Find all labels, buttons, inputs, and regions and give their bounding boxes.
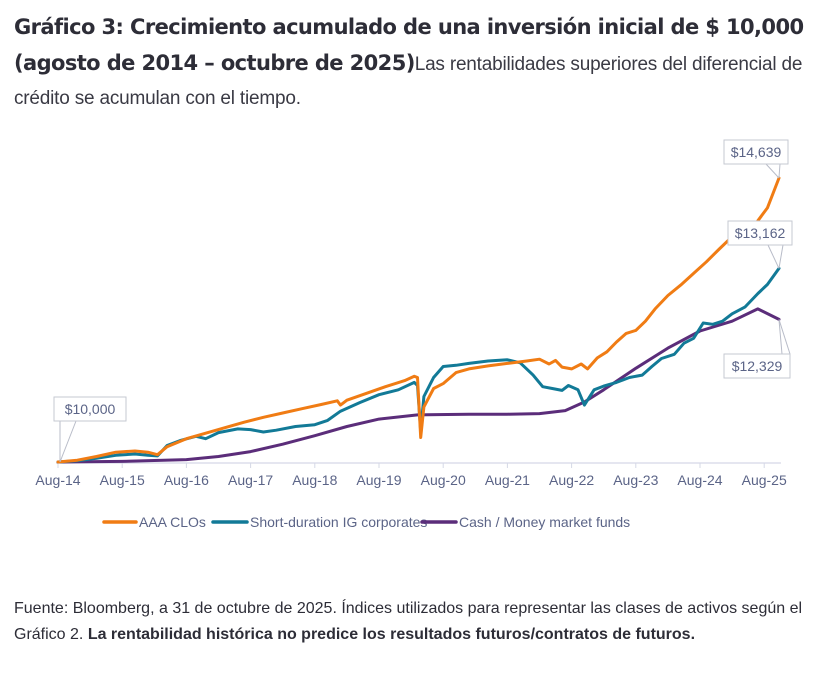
x-tick-label: Aug-14 <box>35 472 80 488</box>
x-tick-label: Aug-21 <box>485 472 530 488</box>
callout-12329: $12,329 <box>723 319 791 379</box>
legend-label: Cash / Money market funds <box>459 514 630 530</box>
callout-10000: $10,000 <box>53 396 127 463</box>
series-lines <box>56 176 781 464</box>
x-axis: Aug-14 Aug-15 Aug-16 Aug-17 Aug-18 Aug-19 Aug-… <box>35 462 787 488</box>
callout-label: $10,000 <box>65 401 116 417</box>
callout-box <box>723 353 791 379</box>
callout-pointer <box>778 319 783 355</box>
x-tick-label: Aug-15 <box>100 472 145 488</box>
callout-pointer <box>778 319 791 355</box>
source-note: Fuente: Bloomberg, a 31 de octubre de 20… <box>14 600 803 643</box>
x-tick-label: Aug-23 <box>613 472 658 488</box>
legend-item: Short-duration IG corporates <box>211 514 427 530</box>
callout-pointer <box>778 244 784 269</box>
callout-box <box>727 220 793 246</box>
x-tick-label: Aug-24 <box>677 472 722 488</box>
legend-label: AAA CLOs <box>139 514 206 530</box>
x-tick-label: Aug-20 <box>421 472 466 488</box>
legend: AAA CLOs Short-duration IG corporates Cash… <box>102 514 630 530</box>
callout-14639: $14,639 <box>723 139 789 179</box>
legend-item: Cash / Money market funds <box>420 514 630 530</box>
series-line-cash-money-market-funds <box>56 307 781 464</box>
callout-pointer <box>767 244 780 269</box>
series-line-short-duration-ig-corporates <box>56 266 781 464</box>
x-tick-label: Aug-17 <box>228 472 273 488</box>
x-tick-label: Aug-25 <box>742 472 787 488</box>
callout-label: $12,329 <box>732 358 783 374</box>
x-tick-label: Aug-16 <box>164 472 209 488</box>
chart-title: Gráfico 3: Crecimiento acumulado de una … <box>14 15 804 75</box>
callout-box <box>53 396 127 422</box>
callout-pointer <box>778 163 781 179</box>
x-tick-label: Aug-22 <box>549 472 594 488</box>
legend-label: Short-duration IG corporates <box>250 514 427 530</box>
legend-item: AAA CLOs <box>102 514 206 530</box>
callout-pointer <box>765 163 780 179</box>
x-tick-label: Aug-19 <box>356 472 401 488</box>
series-line-aaa-clos <box>56 176 781 464</box>
disclaimer: La rentabilidad histórica no predice los… <box>87 626 696 643</box>
x-tick-label: Aug-18 <box>292 472 337 488</box>
header: Gráfico 3: Crecimiento acumulado de una … <box>14 10 804 116</box>
callout-label: $13,162 <box>735 225 786 241</box>
annotations: $10,000 $14,639 $13,162 $12,329 <box>53 139 793 463</box>
chart-subtitle: Las rentabilidades superiores del difere… <box>14 54 803 109</box>
callout-label: $14,639 <box>731 144 782 160</box>
callout-box <box>723 139 789 165</box>
callout-pointer <box>59 420 77 463</box>
callout-13162: $13,162 <box>727 220 793 269</box>
footer-note: Fuente: Bloomberg, a 31 de octubre de 20… <box>14 596 804 648</box>
line-chart: Aug-14 Aug-15 Aug-16 Aug-17 Aug-18 Aug-19 Aug-… <box>35 139 793 530</box>
